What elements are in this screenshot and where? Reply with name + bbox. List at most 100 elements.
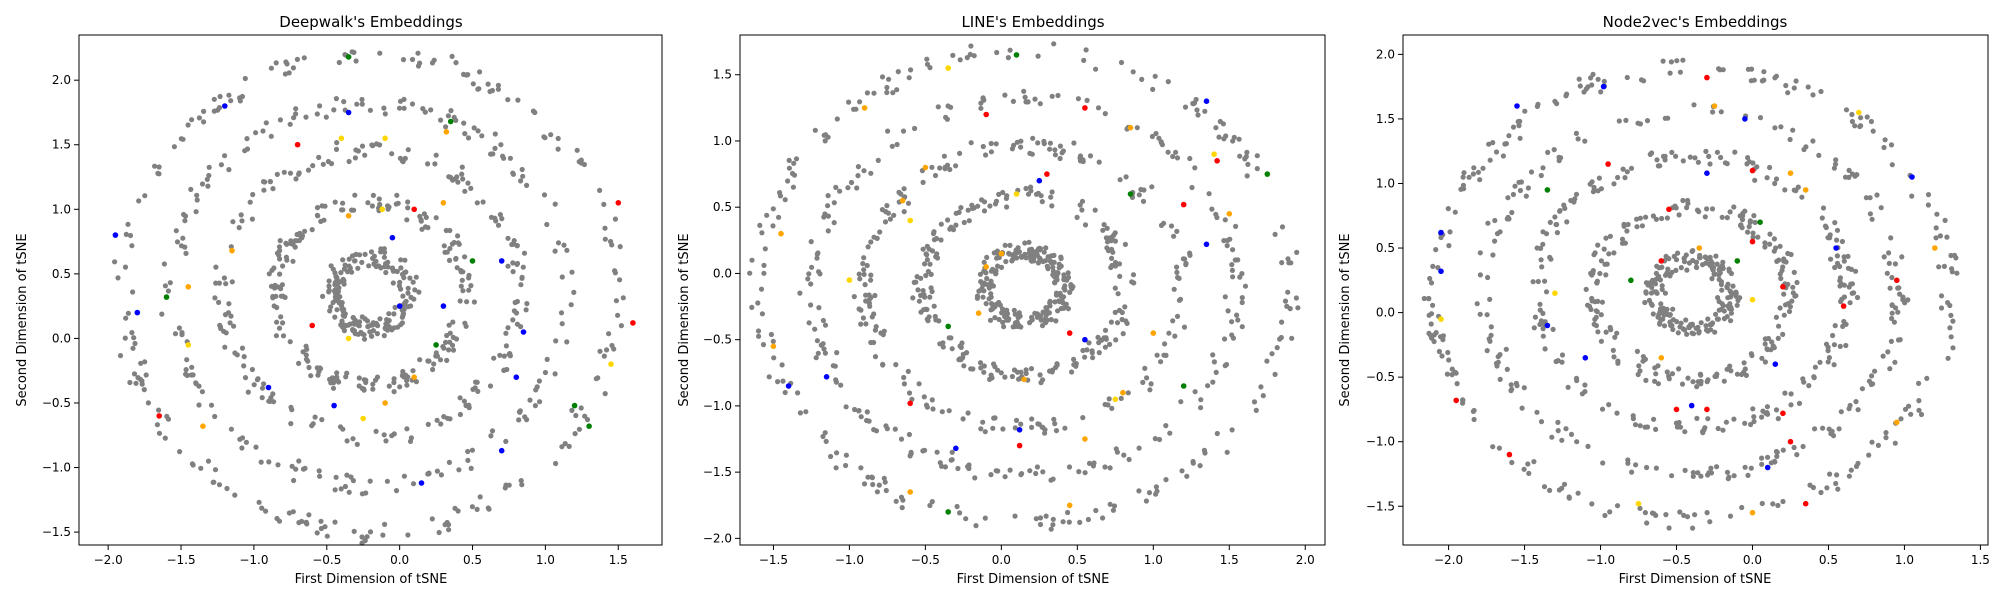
scatter-point bbox=[541, 192, 548, 198]
scatter-point bbox=[1690, 379, 1696, 385]
scatter-point bbox=[1698, 320, 1704, 326]
scatter-point bbox=[274, 319, 280, 325]
scatter-point bbox=[1909, 193, 1915, 199]
scatter-point bbox=[1108, 319, 1114, 325]
scatter-point bbox=[1274, 345, 1280, 351]
scatter-point bbox=[1216, 134, 1222, 140]
scatter-point bbox=[405, 199, 411, 205]
scatter-point bbox=[405, 285, 411, 291]
scatter-point bbox=[446, 347, 452, 353]
scatter-point bbox=[465, 135, 472, 141]
scatter-point bbox=[1047, 146, 1053, 152]
scatter-point bbox=[283, 254, 289, 260]
scatter-point bbox=[259, 395, 265, 401]
highlight-point bbox=[379, 206, 386, 213]
scatter-point bbox=[314, 530, 320, 536]
scatter-point bbox=[465, 180, 471, 186]
scatter-point bbox=[409, 101, 416, 107]
highlight-point bbox=[1605, 161, 1611, 167]
scatter-point bbox=[1774, 258, 1780, 264]
scatter-point bbox=[1752, 177, 1758, 183]
x-tick-label: −1.0 bbox=[239, 553, 268, 567]
scatter-point bbox=[875, 157, 881, 163]
scatter-point bbox=[1042, 430, 1048, 436]
scatter-point bbox=[415, 63, 422, 69]
scatter-point bbox=[1794, 279, 1800, 286]
scatter-point bbox=[1146, 490, 1153, 496]
scatter-point bbox=[319, 417, 325, 423]
scatter-point bbox=[352, 258, 358, 264]
scatter-point bbox=[201, 108, 207, 114]
scatter-point bbox=[574, 147, 580, 153]
scatter-point bbox=[276, 244, 283, 250]
scatter-point bbox=[865, 474, 871, 480]
scatter-point bbox=[221, 275, 227, 281]
scatter-point bbox=[1791, 269, 1797, 275]
highlight-point bbox=[1453, 397, 1459, 404]
scatter-point bbox=[1038, 317, 1044, 323]
highlight-point bbox=[443, 129, 450, 135]
scatter-point bbox=[1114, 320, 1121, 326]
highlight-point bbox=[1909, 174, 1915, 180]
scatter-point bbox=[828, 453, 834, 460]
scatter-point bbox=[1751, 213, 1757, 219]
scatter-point bbox=[1855, 460, 1861, 466]
scatter-point bbox=[342, 483, 348, 490]
scatter-point bbox=[1027, 320, 1033, 326]
scatter-point bbox=[1282, 298, 1289, 304]
scatter-point bbox=[334, 140, 340, 146]
scatter-point bbox=[495, 86, 501, 92]
x-tick-label: 0.5 bbox=[1068, 553, 1087, 567]
scatter-point bbox=[1636, 363, 1642, 369]
scatter-point bbox=[843, 452, 850, 458]
scatter-point bbox=[468, 185, 474, 191]
scatter-point bbox=[1597, 270, 1603, 277]
y-tick-label: 0.0 bbox=[713, 266, 732, 280]
scatter-point bbox=[501, 155, 507, 161]
highlight-point bbox=[1066, 330, 1073, 336]
scatter-point bbox=[299, 518, 305, 525]
axis-ticks: −2.0 −1.5 −1.0 −0.5 0.0 0.5 1.0 1.5−1.5−1.0−0.5… bbox=[1366, 47, 1990, 567]
highlight-point bbox=[1082, 436, 1088, 442]
scatter-points bbox=[112, 49, 636, 546]
scatter-point bbox=[1728, 368, 1734, 374]
scatter-point bbox=[362, 152, 368, 158]
scatter-point bbox=[957, 57, 963, 63]
scatter-point bbox=[1595, 242, 1601, 248]
scatter-point bbox=[1547, 219, 1553, 225]
highlight-point bbox=[1628, 277, 1634, 284]
scatter-point bbox=[1853, 268, 1859, 274]
scatter-point bbox=[1886, 250, 1892, 256]
highlight-point bbox=[1711, 103, 1718, 109]
highlight-point bbox=[294, 141, 301, 148]
scatter-point bbox=[957, 343, 963, 349]
y-tick-label: 1.5 bbox=[713, 68, 732, 82]
scatter-point bbox=[974, 295, 981, 301]
scatter-point bbox=[759, 311, 766, 317]
scatter-point bbox=[456, 467, 462, 473]
scatter-point bbox=[1100, 227, 1106, 233]
scatter-point bbox=[1012, 252, 1018, 258]
scatter-point bbox=[1093, 507, 1099, 514]
scatter-point bbox=[1559, 359, 1565, 365]
scatter-point bbox=[280, 320, 286, 326]
scatter-point bbox=[883, 423, 889, 429]
y-tick-label: 1.5 bbox=[1376, 112, 1395, 126]
scatter-point bbox=[901, 381, 908, 387]
scatter-point bbox=[333, 146, 340, 152]
scatter-point bbox=[1233, 223, 1239, 229]
scatter-point bbox=[1158, 139, 1164, 145]
scatter-point bbox=[369, 142, 375, 148]
scatter-point bbox=[1680, 158, 1686, 164]
scatter-point bbox=[1852, 123, 1858, 129]
scatter-point bbox=[352, 192, 358, 198]
scatter-point bbox=[1834, 227, 1841, 233]
scatter-point bbox=[1762, 341, 1768, 347]
scatter-point bbox=[834, 350, 840, 356]
scatter-point bbox=[359, 143, 366, 149]
scatter-point bbox=[1892, 261, 1898, 267]
scatter-point bbox=[1176, 297, 1182, 303]
scatter-point bbox=[306, 512, 312, 518]
scatter-point bbox=[188, 186, 194, 192]
scatter-point bbox=[1637, 423, 1643, 429]
